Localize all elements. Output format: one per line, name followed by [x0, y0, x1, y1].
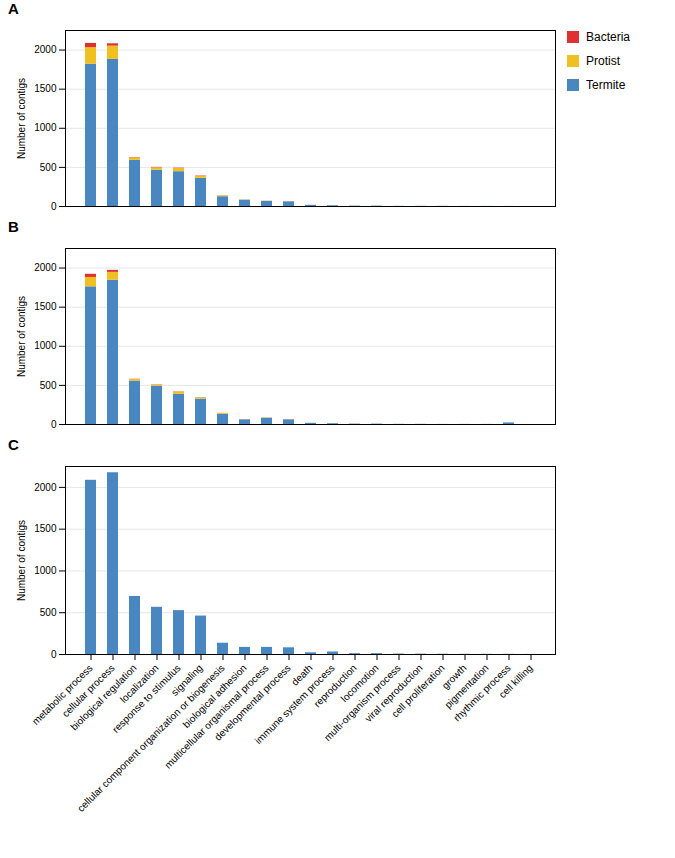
svg-text:1000: 1000	[34, 122, 57, 133]
svg-text:0: 0	[51, 419, 57, 430]
svg-text:death: death	[289, 662, 315, 688]
html-text:B: B	[8, 218, 19, 235]
svg-text:reproduction: reproduction	[311, 662, 359, 710]
svg-text:multi-organism process: multi-organism process	[321, 662, 403, 744]
svg-text:pigmentation: pigmentation	[442, 662, 491, 711]
svg-text:Number of contigs: Number of contigs	[16, 520, 27, 601]
svg-text:1000: 1000	[34, 565, 57, 576]
svg-text:response to stimulus: response to stimulus	[110, 662, 183, 735]
svg-text:rhythmic process: rhythmic process	[451, 662, 513, 724]
html-text:A: A	[8, 0, 19, 17]
svg-text:2000: 2000	[34, 44, 57, 55]
svg-text:viral reproduction: viral reproduction	[362, 662, 425, 725]
svg-text:metabolic process: metabolic process	[29, 662, 95, 727]
svg-text:locomotion: locomotion	[338, 662, 381, 705]
svg-text:growth: growth	[439, 662, 469, 692]
html-text:Protist: Protist	[586, 54, 620, 68]
svg-text:500: 500	[40, 380, 57, 391]
svg-text:Number of contigs: Number of contigs	[16, 296, 27, 377]
html-text:Termite: Termite	[586, 78, 626, 92]
svg-text:cell proliferation: cell proliferation	[389, 662, 446, 719]
svg-text:1500: 1500	[34, 83, 57, 94]
svg-text:developmental process: developmental process	[212, 662, 292, 742]
svg-text:multicellular organismal proce: multicellular organismal process	[162, 662, 270, 770]
svg-text:localization: localization	[117, 662, 161, 705]
svg-text:1000: 1000	[34, 340, 57, 351]
svg-text:immune system process: immune system process	[252, 662, 337, 747]
html-text:Bacteria: Bacteria	[586, 30, 630, 44]
svg-text:biological adhesion: biological adhesion	[180, 662, 249, 731]
svg-text:biological regulation: biological regulation	[68, 662, 139, 733]
html-text:C: C	[8, 436, 19, 453]
svg-text:1500: 1500	[34, 523, 57, 534]
svg-text:cellular component organizatio: cellular component organization or bioge…	[75, 662, 227, 814]
svg-text:2000: 2000	[34, 262, 57, 273]
svg-text:2000: 2000	[34, 482, 57, 493]
svg-text:0: 0	[51, 649, 57, 660]
svg-text:1500: 1500	[34, 301, 57, 312]
svg-text:0: 0	[51, 201, 57, 212]
svg-text:500: 500	[40, 607, 57, 618]
svg-text:signaling: signaling	[169, 662, 205, 698]
svg-text:Number of contigs: Number of contigs	[16, 78, 27, 159]
svg-text:500: 500	[40, 162, 57, 173]
svg-text:cellular process: cellular process	[59, 662, 117, 720]
svg-text:cell killing: cell killing	[497, 662, 535, 700]
